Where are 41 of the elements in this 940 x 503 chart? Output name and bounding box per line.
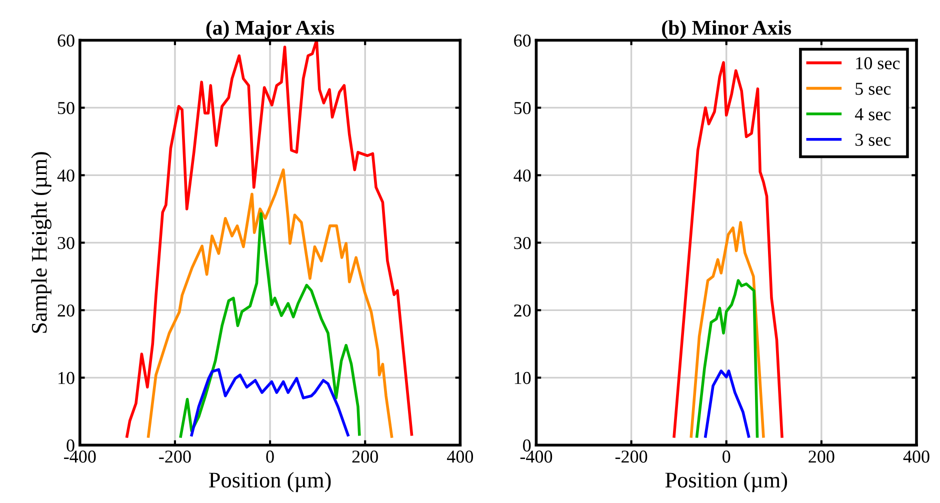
x-tick-label: 0 <box>266 450 274 463</box>
line-series <box>190 368 350 436</box>
x-tick-label: 400 <box>446 450 474 463</box>
legend-label: 10 sec <box>856 57 900 70</box>
y-axis-title: Sample Height (µm) <box>31 152 52 333</box>
legend-label: 4 sec <box>854 108 891 120</box>
line-series <box>704 370 750 438</box>
y-tick-label: 30 <box>58 236 74 250</box>
line-series <box>672 61 784 438</box>
x-tick-label: 200 <box>808 450 834 463</box>
x-axis-title: Position (µm) <box>665 472 788 492</box>
x-tick-label: 200 <box>352 450 378 463</box>
x-tick-label: -400 <box>64 450 96 463</box>
x-tick-label: 400 <box>903 450 930 463</box>
y-tick-label: 40 <box>514 169 531 182</box>
chart-title: (b) Minor Axis <box>662 20 792 40</box>
y-tick-label: 60 <box>514 34 531 47</box>
chart-title: (a) Major Axis <box>206 20 334 40</box>
line-series <box>690 221 765 438</box>
y-tick-label: 20 <box>514 304 531 317</box>
x-tick-label: -200 <box>615 450 648 463</box>
x-tick-label: 0 <box>722 450 730 463</box>
line-series <box>179 212 361 438</box>
legend-label: 5 sec <box>856 82 891 95</box>
y-tick-label: 10 <box>58 372 74 384</box>
x-tick-label: -400 <box>520 450 552 463</box>
y-tick-label: 0 <box>523 439 531 452</box>
y-tick-label: 40 <box>57 169 74 182</box>
y-tick-label: 30 <box>514 236 531 250</box>
x-tick-label: -200 <box>159 450 191 463</box>
y-tick-label: 50 <box>58 102 74 114</box>
y-tick-label: 10 <box>514 372 531 384</box>
y-tick-label: 60 <box>58 34 74 47</box>
y-tick-label: 50 <box>514 102 531 114</box>
legend-label: 3 sec <box>855 134 891 146</box>
y-tick-label: 20 <box>58 304 74 317</box>
line-series <box>126 40 414 438</box>
x-axis-title: Position (µm) <box>209 472 331 492</box>
y-tick-label: 0 <box>66 439 74 452</box>
line-series <box>146 168 394 438</box>
line-series <box>696 279 759 438</box>
